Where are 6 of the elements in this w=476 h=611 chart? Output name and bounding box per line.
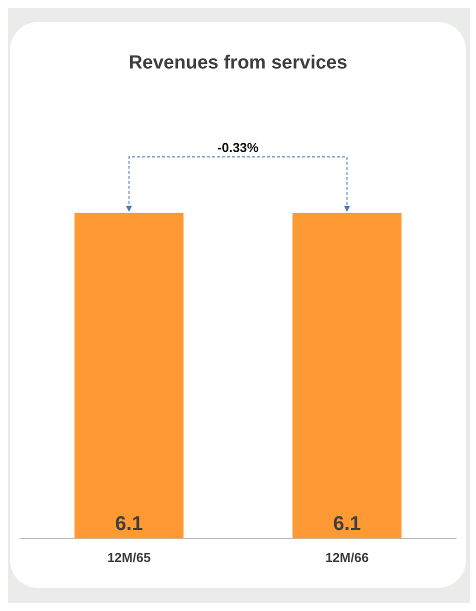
data-label: 6.1 <box>115 512 143 535</box>
chart-title: Revenues from services <box>128 52 348 74</box>
x-tick-label: 12M/66 <box>325 550 369 565</box>
data-label: 6.1 <box>333 512 361 535</box>
x-tick-label: 12M/65 <box>107 550 151 565</box>
text: -0.33% <box>217 140 260 155</box>
